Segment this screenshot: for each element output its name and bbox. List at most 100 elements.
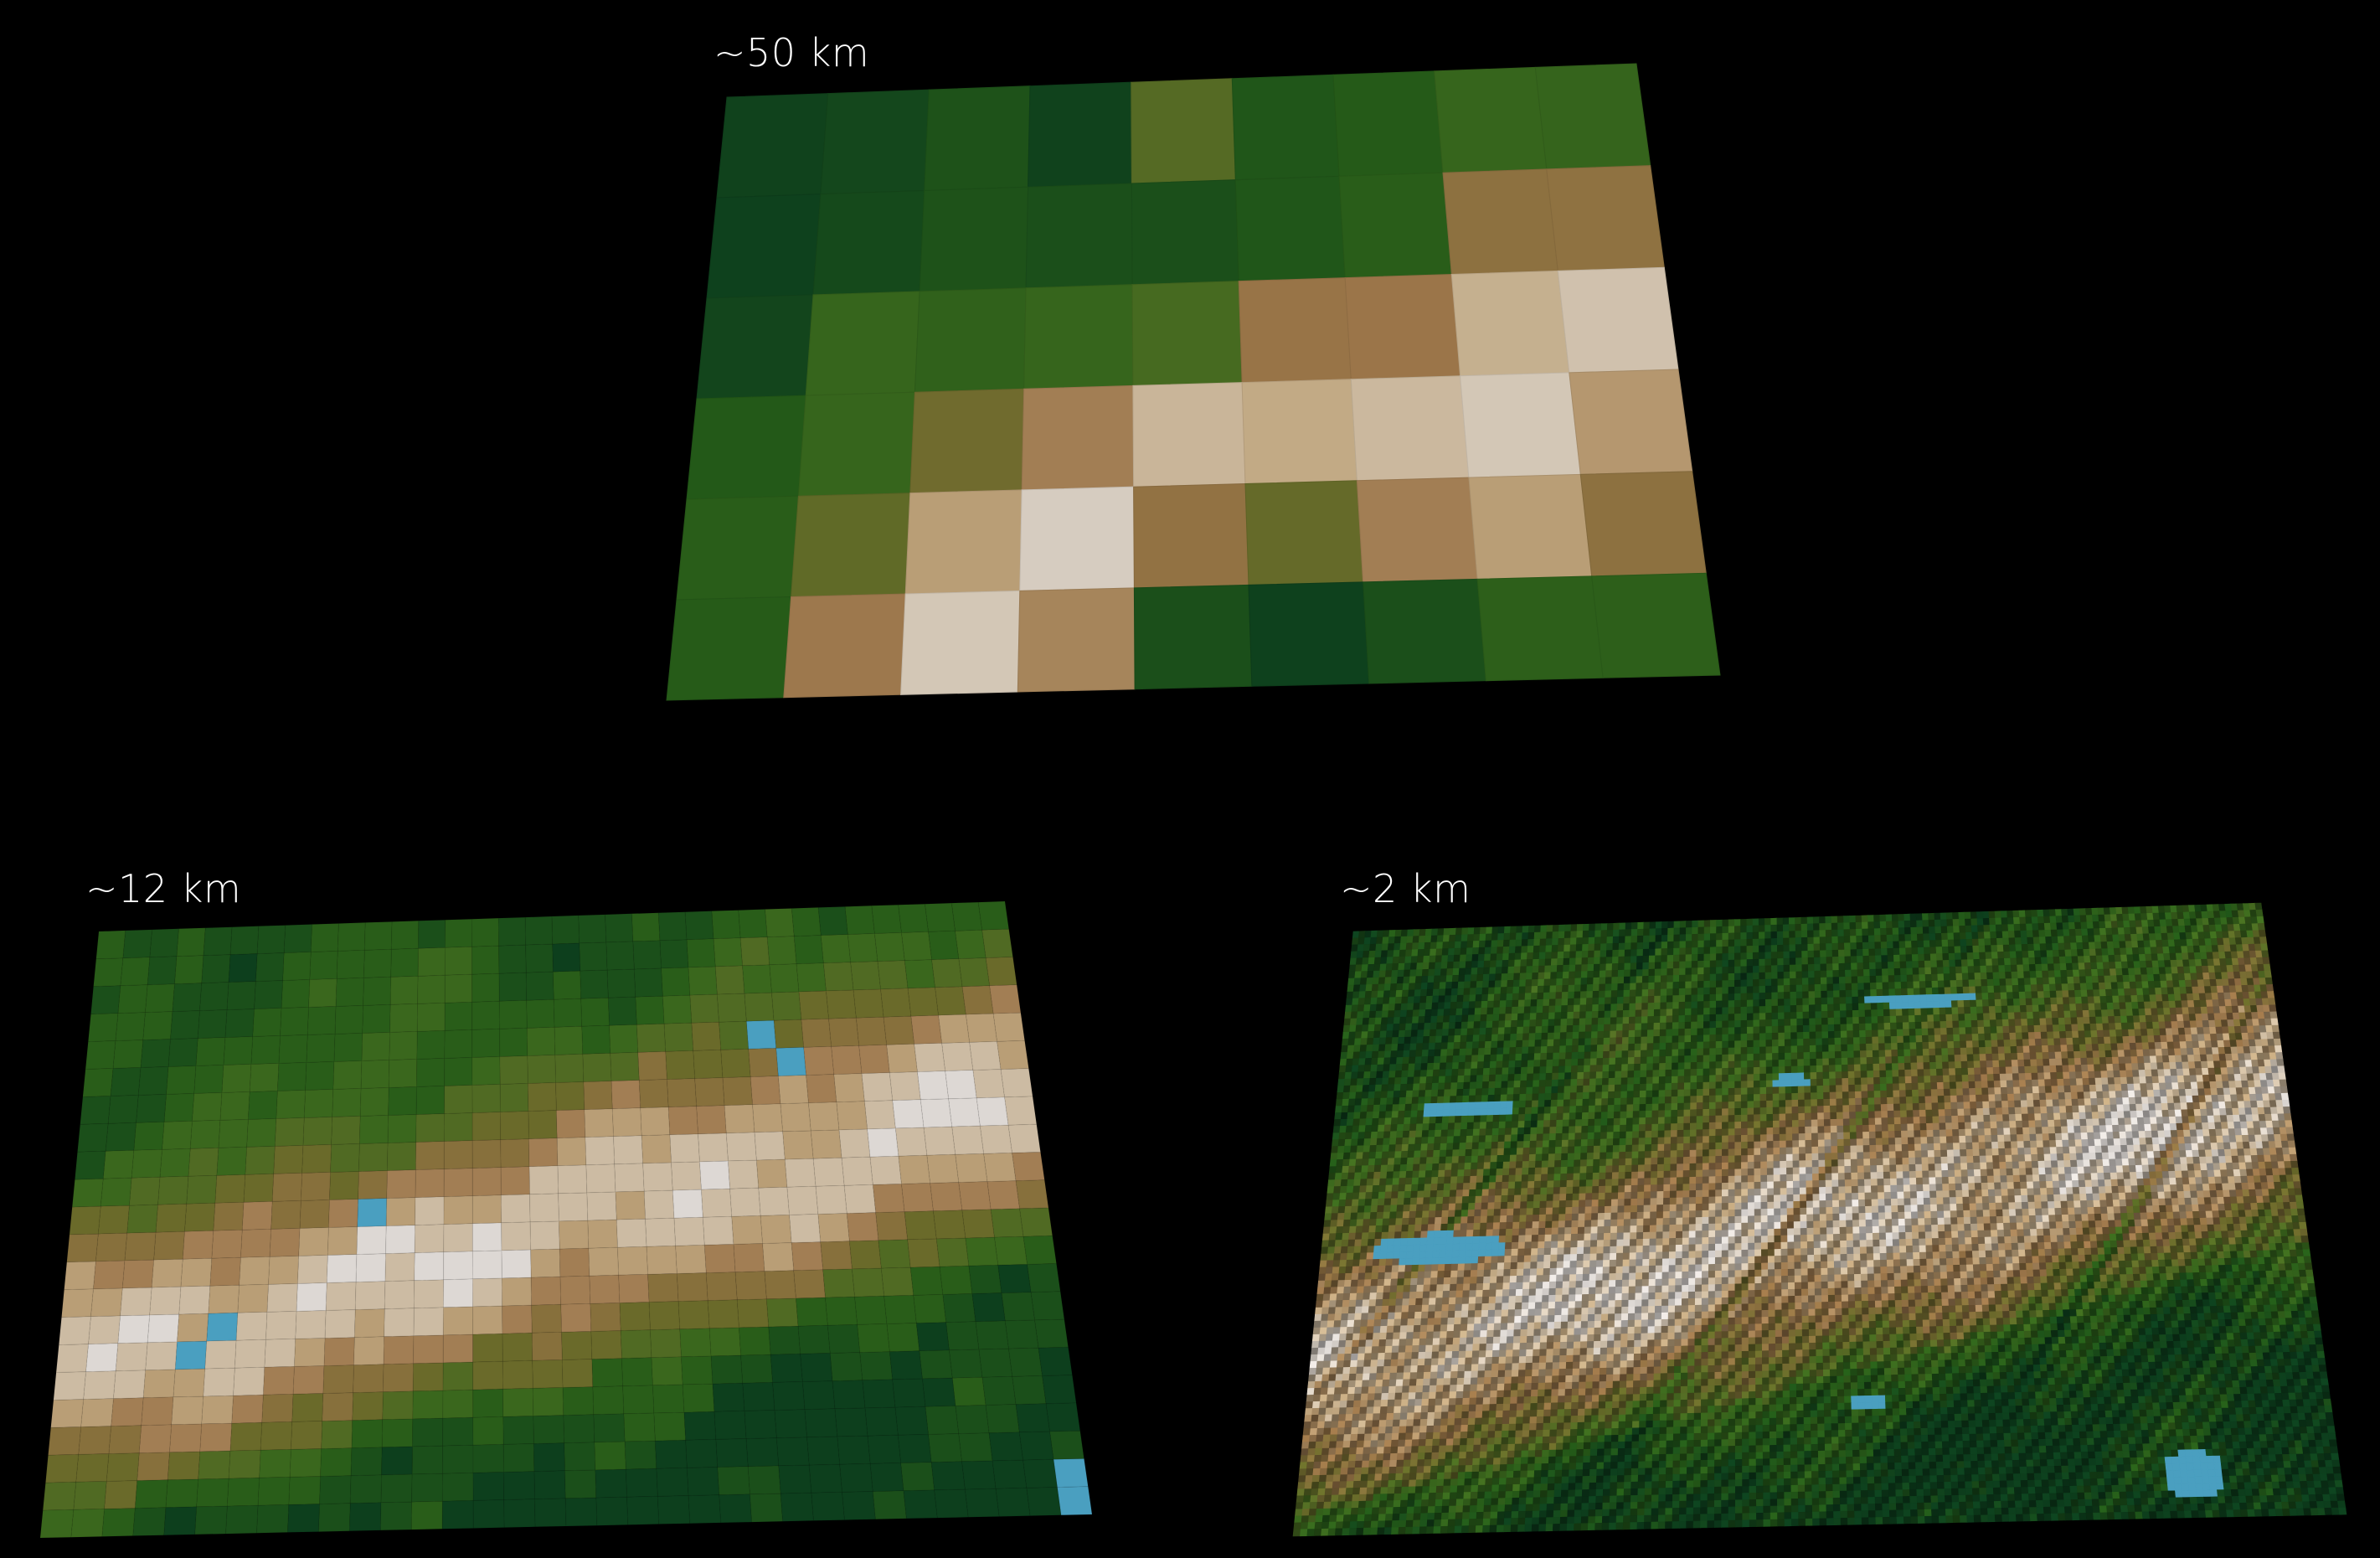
terrain-cell xyxy=(1666,1035,1673,1044)
terrain-cell xyxy=(1927,1028,1935,1036)
terrain-cell xyxy=(2122,974,2130,983)
terrain-cell xyxy=(1795,957,1803,966)
terrain-cell xyxy=(1964,911,1971,920)
terrain-cell xyxy=(1784,1032,1791,1040)
terrain-cell xyxy=(1888,995,1897,1003)
terrain-cell xyxy=(1520,952,1528,961)
terrain-cell xyxy=(2152,1021,2161,1029)
terrain-cell xyxy=(1445,1069,1453,1077)
terrain-cell xyxy=(1683,1096,1692,1104)
terrain-cell xyxy=(2000,1080,2008,1088)
terrain-cell xyxy=(1426,988,1434,997)
terrain-cell xyxy=(1661,962,1668,970)
terrain-cell xyxy=(1608,1070,1616,1079)
terrain-cell xyxy=(1966,1054,1975,1062)
terrain-cell xyxy=(1391,962,1399,971)
terrain-cell xyxy=(1697,1034,1704,1043)
terrain-cell xyxy=(1808,991,1816,999)
terrain-cell xyxy=(2088,942,2096,950)
terrain-cell xyxy=(1678,1001,1686,1009)
terrain-cell xyxy=(2032,1004,2040,1013)
terrain-cell xyxy=(1408,1063,1416,1071)
terrain-cell xyxy=(1875,975,1883,983)
terrain-cell xyxy=(1772,1053,1780,1061)
terrain-cell xyxy=(1697,1075,1704,1083)
terrain-cell xyxy=(2095,1023,2104,1031)
terrain-cell xyxy=(1418,1090,1426,1098)
terrain-cell xyxy=(2176,905,2184,913)
terrain-cell xyxy=(1621,1044,1630,1052)
terrain-cell xyxy=(2146,960,2154,968)
terrain-cell xyxy=(2120,961,2129,969)
terrain-cell xyxy=(1527,1053,1535,1061)
terrain-cell xyxy=(1715,1068,1723,1076)
terrain-cell xyxy=(1404,1103,1413,1112)
terrain-cell xyxy=(1892,1076,1900,1085)
terrain-cell xyxy=(1929,1068,1938,1076)
terrain-cell xyxy=(1862,928,1869,936)
terrain-cell xyxy=(2249,902,2257,911)
terrain-cell xyxy=(1461,927,1469,936)
terrain-cell xyxy=(2067,908,2075,916)
terrain-cell xyxy=(1557,951,1564,959)
terrain-cell xyxy=(2069,1003,2077,1012)
terrain-cell xyxy=(1821,1045,1830,1053)
terrain-cell xyxy=(1408,989,1415,998)
terrain-cell xyxy=(2086,983,2094,991)
terrain-cell xyxy=(2057,929,2064,937)
terrain-cell xyxy=(1432,988,1440,997)
terrain-cell xyxy=(1772,1060,1780,1068)
terrain-cell xyxy=(1934,1041,1942,1050)
terrain-cell xyxy=(1995,1005,2002,1014)
terrain-cell xyxy=(1898,1090,1907,1098)
terrain-cell xyxy=(1409,969,1417,978)
terrain-cell xyxy=(1770,952,1778,960)
terrain-cell xyxy=(2245,923,2254,931)
terrain-cell xyxy=(1934,1028,1941,1036)
terrain-cell xyxy=(1640,1063,1647,1071)
terrain-cell xyxy=(2108,1084,2116,1092)
terrain-cell xyxy=(1697,1055,1704,1063)
terrain-cell xyxy=(1639,1083,1647,1091)
terrain-cell xyxy=(1457,981,1466,989)
terrain-cell xyxy=(2058,949,2066,957)
terrain-cell xyxy=(2003,1040,2012,1048)
terrain-cell xyxy=(2243,951,2251,959)
terrain-cell xyxy=(1348,964,1357,972)
terrain-cell xyxy=(1964,1006,1971,1014)
terrain-cell xyxy=(2108,954,2116,963)
terrain-cell xyxy=(1620,1104,1628,1112)
terrain-cell xyxy=(2172,926,2180,934)
terrain-cell xyxy=(1927,1021,1935,1029)
terrain-cell xyxy=(1776,924,1784,932)
terrain-cell xyxy=(1928,912,1935,921)
terrain-cell xyxy=(2189,1075,2197,1083)
terrain-cell xyxy=(1821,1031,1829,1040)
terrain-cell xyxy=(1373,957,1382,965)
terrain-cell xyxy=(1821,983,1828,992)
terrain-cell xyxy=(1449,927,1457,936)
terrain-cell xyxy=(1764,952,1772,960)
terrain-cell xyxy=(2033,943,2041,952)
terrain-cell xyxy=(1664,1103,1672,1112)
terrain-cell xyxy=(1960,1060,1969,1069)
terrain-cell xyxy=(1400,1076,1409,1085)
terrain-cell xyxy=(1812,916,1820,925)
terrain-cell xyxy=(1493,1094,1502,1102)
terrain-cell xyxy=(1588,936,1595,945)
terrain-cell xyxy=(1522,932,1529,941)
terrain-cell xyxy=(1796,1024,1804,1033)
terrain-cell xyxy=(1434,1049,1442,1057)
terrain-cell xyxy=(1538,1100,1546,1108)
terrain-cell xyxy=(2048,1058,2057,1066)
terrain-cell xyxy=(1766,1100,1774,1108)
terrain-cell xyxy=(1522,1033,1530,1041)
terrain-cell xyxy=(1661,942,1668,949)
terrain-cell xyxy=(1912,1096,1920,1104)
terrain-cell xyxy=(2073,1044,2081,1052)
terrain-cell xyxy=(2198,1040,2207,1049)
terrain-cell xyxy=(2001,1005,2009,1014)
terrain-cell xyxy=(1955,979,1964,988)
terrain-cell xyxy=(2180,1048,2188,1056)
terrain-cell xyxy=(1611,970,1619,978)
